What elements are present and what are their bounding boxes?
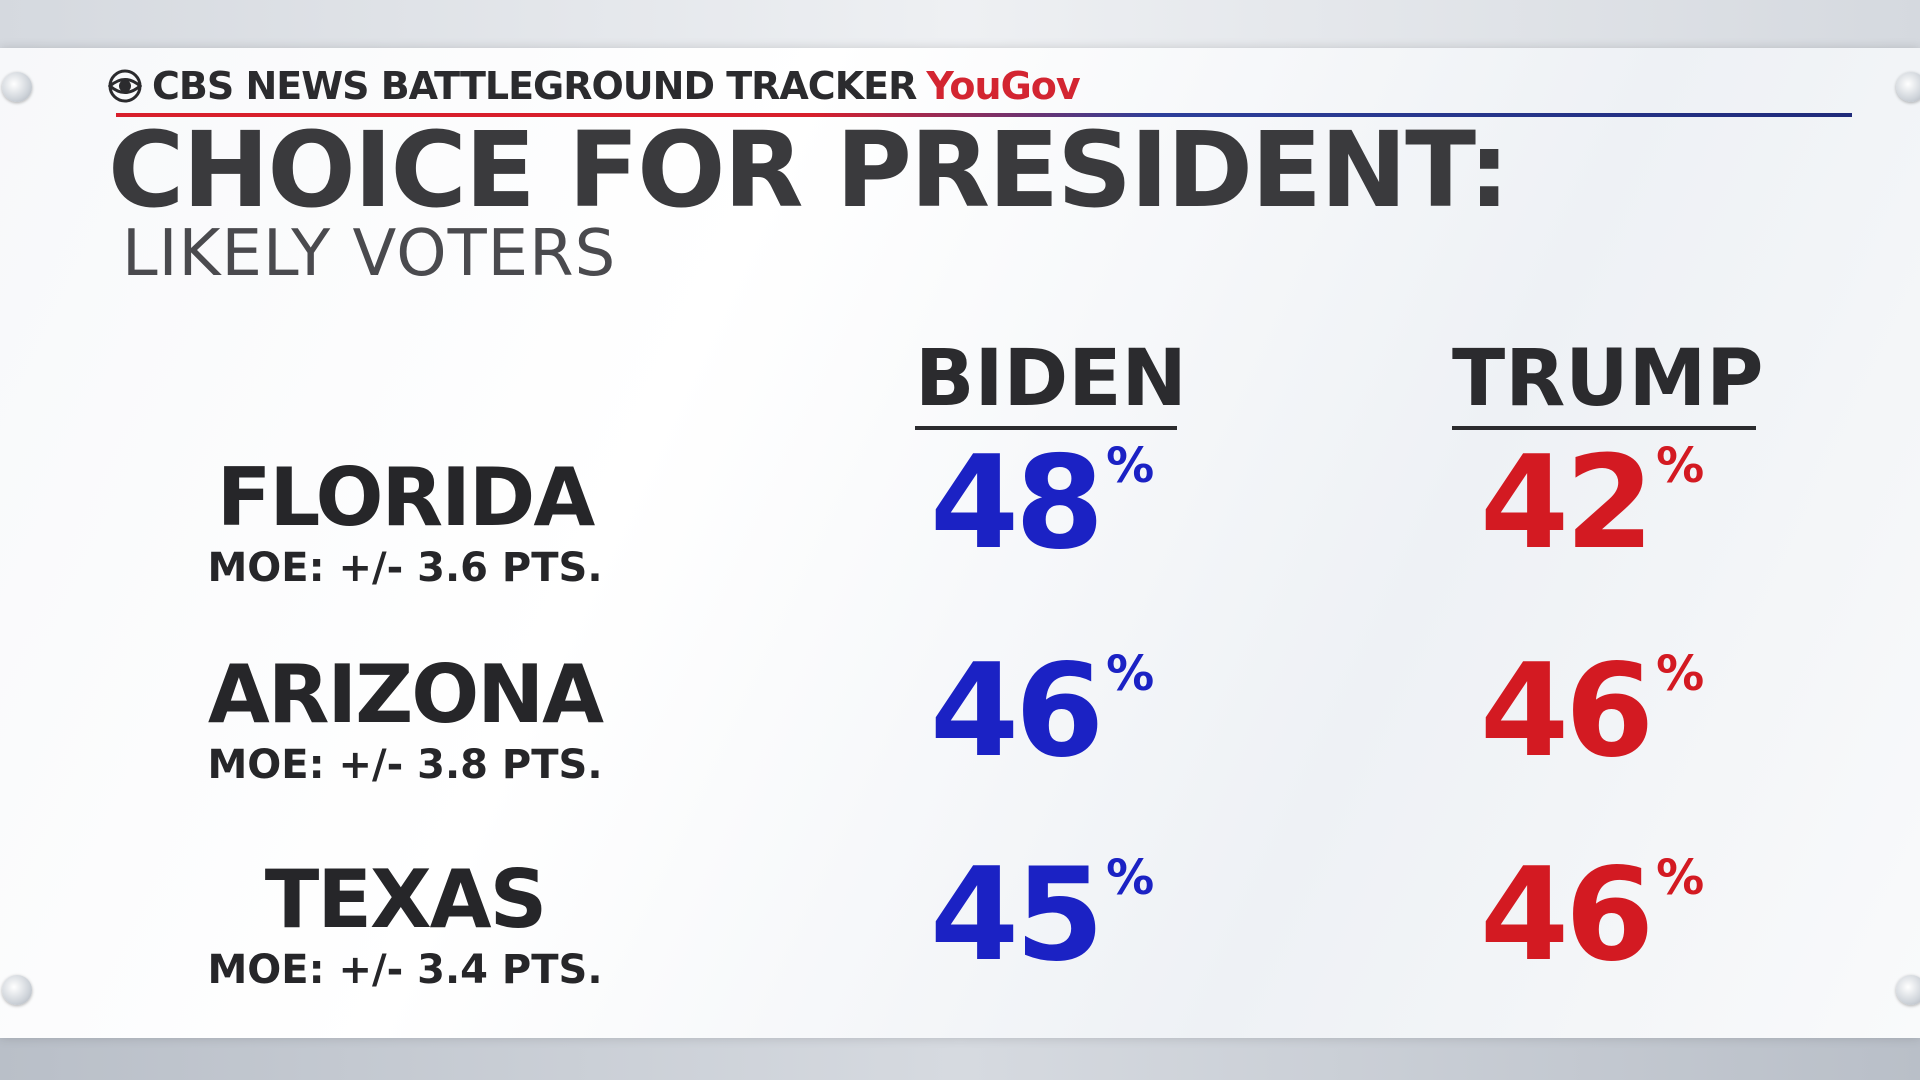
biden-value: 48% (930, 440, 1154, 568)
trump-value: 46% (1480, 648, 1704, 776)
biden-value-number: 48 (930, 429, 1104, 578)
biden-value-number: 45 (930, 841, 1104, 990)
biden-value: 46% (930, 648, 1154, 776)
percent-sign: % (1656, 646, 1705, 702)
board-clip-icon (2, 975, 32, 1005)
column-header-trump: TRUMP (1452, 340, 1763, 430)
moe-label: MOE: +/- 3.8 PTS. (207, 742, 603, 788)
trump-value-number: 42 (1480, 429, 1654, 578)
column-header-biden: BIDEN (915, 340, 1187, 430)
header-bar: CBS NEWS BATTLEGROUND TRACKER YouGov (108, 64, 1081, 108)
board-clip-icon (2, 72, 32, 102)
biden-value: 45% (930, 852, 1154, 980)
board-clip-icon (1896, 975, 1920, 1005)
page-subtitle: LIKELY VOTERS (122, 217, 617, 291)
header-rule (116, 113, 1852, 117)
trump-value: 46% (1480, 852, 1704, 980)
graphic-board (0, 48, 1920, 1038)
moe-label: MOE: +/- 3.4 PTS. (207, 947, 603, 993)
percent-sign: % (1106, 646, 1155, 702)
brand-name: CBS NEWS BATTLEGROUND TRACKER (152, 64, 917, 108)
trump-value: 42% (1480, 440, 1704, 568)
page-title: CHOICE FOR PRESIDENT: (108, 109, 1510, 231)
background-top (0, 0, 1920, 48)
trump-value-number: 46 (1480, 637, 1654, 786)
percent-sign: % (1656, 438, 1705, 494)
percent-sign: % (1106, 850, 1155, 906)
partner-name: YouGov (926, 64, 1080, 108)
biden-value-number: 46 (930, 637, 1104, 786)
percent-sign: % (1106, 438, 1155, 494)
state-label: FLORIDA (216, 451, 595, 544)
trump-value-number: 46 (1480, 841, 1654, 990)
state-label: TEXAS (264, 853, 547, 946)
board-clip-icon (1896, 72, 1920, 102)
state-label: ARIZONA (207, 648, 604, 741)
percent-sign: % (1656, 850, 1705, 906)
cbs-eye-logo-icon (108, 69, 142, 103)
background-bottom (0, 1038, 1920, 1080)
moe-label: MOE: +/- 3.6 PTS. (207, 545, 603, 591)
